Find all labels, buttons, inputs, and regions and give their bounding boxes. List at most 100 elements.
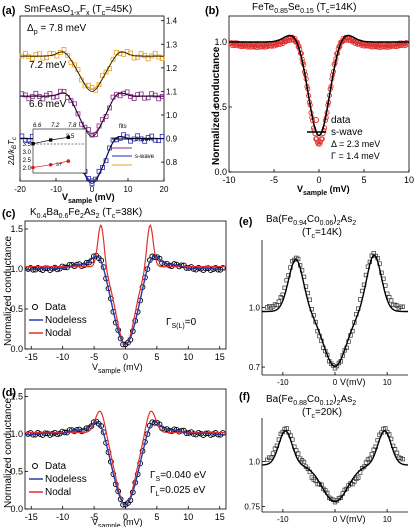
panel-c-xtick-label: 5 bbox=[154, 352, 159, 362]
panel-a-point-0 bbox=[110, 56, 116, 62]
panel-b-label: (b) bbox=[205, 5, 219, 17]
panel-a-point-1 bbox=[89, 132, 95, 138]
panel-a-point-0 bbox=[22, 50, 28, 56]
panel-f-ytick-label: 1.0 bbox=[249, 457, 261, 466]
panel-f-data-point bbox=[394, 450, 400, 456]
panel-a-point-0 bbox=[54, 53, 60, 59]
panel-c-nodeless-fit bbox=[25, 255, 226, 345]
panel-b-s-wave-fit bbox=[229, 34, 409, 137]
panel-d-fit-gamma-l: ΓL=0.025 eV bbox=[150, 485, 206, 498]
panel-e: (e) Ba(Fe0.94Co0.06)2As2 (Tc=14K) 0.7 1.0… bbox=[239, 214, 408, 387]
panel-a-point-0 bbox=[103, 69, 109, 75]
panel-f-fit bbox=[262, 430, 408, 503]
panel-a-inset-tick-6-6: 6.6 bbox=[33, 123, 42, 129]
panel-b-legend-marker-data bbox=[313, 117, 319, 123]
panel-e-fit bbox=[262, 254, 408, 368]
panel-d-x-ticks: -15 -10 -5 0 5 10 15 bbox=[25, 506, 225, 522]
panel-a-point-1 bbox=[75, 111, 81, 117]
panel-d-ylabel: Normalized conductance bbox=[3, 398, 14, 508]
panel-f-data-point bbox=[270, 451, 276, 456]
panel-f-plot-area bbox=[262, 426, 408, 505]
panel-a-annotation-gap-6-6: 6.6 meV bbox=[29, 99, 67, 110]
panel-a-inset: 6.6 7.2 7.8 3.5 3.0 2.5 2.0 2Δ/kBTc 3.5 … bbox=[7, 123, 87, 174]
panel-d-data-point bbox=[83, 425, 90, 432]
panel-a-inset-black-point bbox=[48, 138, 53, 142]
panel-b: (b) FeTe0.85Se0.15 (Tc=14K) -10 -5 0 5 10 0.… bbox=[205, 2, 414, 197]
panel-a-inset-ytick-3-0: 3.0 bbox=[23, 150, 32, 156]
panel-d-xtick-label: -5 bbox=[90, 512, 98, 522]
panel-e-data-point bbox=[276, 299, 281, 304]
panel-a-legend-d-wave: d-wave bbox=[135, 137, 155, 143]
panel-d-data-point bbox=[78, 428, 85, 435]
panel-d-xtick-label: 10 bbox=[183, 512, 193, 522]
panel-c: (c) K0.4Ba0.6Fe2As2 (Tc=38K) -15 -10 -5 0 5 1… bbox=[2, 207, 227, 375]
panel-b-ytick-label: 1.0 bbox=[214, 37, 227, 47]
panel-a-ytick-label: 1.0 bbox=[166, 111, 178, 120]
panel-a-point-2 bbox=[135, 133, 141, 139]
panel-a-inset-black-point bbox=[31, 141, 35, 146]
panel-e-xtick-label: -10 bbox=[277, 378, 289, 387]
panel-b-xtick-label: 5 bbox=[361, 175, 366, 185]
panel-a-inset-annotation-3-5: 3.5 bbox=[66, 134, 75, 140]
panel-f-data-point bbox=[301, 459, 307, 465]
panel-d-nodeless-fit bbox=[25, 421, 226, 506]
panel-d-ytick-label: 0.5 bbox=[10, 467, 23, 477]
panel-a-point-1 bbox=[33, 90, 39, 96]
panel-f-axes: 0.75 1.0 -10 0 10 bbox=[244, 418, 408, 524]
panel-b-fit-delta: Δ = 2.3 meV bbox=[331, 139, 380, 149]
panel-e-plot-area bbox=[262, 251, 408, 371]
panel-b-title: FeTe0.85Se0.15 (Tc=14K) bbox=[252, 2, 356, 15]
panel-e-xlabel: V(mV) bbox=[340, 377, 366, 387]
panel-a-point-1 bbox=[124, 89, 130, 95]
panel-d-ytick-label: 1.5 bbox=[10, 392, 23, 402]
panel-f-subtitle: (Tc=20K) bbox=[302, 407, 342, 420]
panel-c-legend-marker-data bbox=[32, 304, 38, 310]
panel-a-inset-annotation-s-plus: s+ bbox=[56, 162, 63, 168]
panel-b-data-point bbox=[317, 141, 323, 147]
panel-a-dwave-fit-1 bbox=[20, 92, 164, 137]
panel-e-label: (e) bbox=[239, 216, 253, 228]
panel-f-data-point bbox=[369, 451, 374, 457]
panel-a-legend-s-wave: s-wave bbox=[135, 154, 155, 160]
panel-b-ytick-label: 0.5 bbox=[214, 102, 227, 112]
panel-b-xtick-label: -5 bbox=[270, 175, 278, 185]
panel-f-data-point bbox=[338, 495, 343, 500]
panel-b-fit-gamma: Γ = 1.4 meV bbox=[331, 151, 380, 161]
panel-c-xtick-label: 0 bbox=[123, 352, 128, 362]
panel-a-label: (a) bbox=[2, 5, 16, 17]
panel-e-title: Ba(Fe0.94Co0.06)2As2 bbox=[266, 214, 356, 227]
panel-c-data-point bbox=[83, 259, 90, 266]
panel-b-legend-s-wave: s-wave bbox=[331, 127, 363, 138]
panel-a-ytick-label: 1.3 bbox=[166, 40, 178, 49]
panel-a-point-0 bbox=[152, 50, 158, 56]
panel-a-point-1 bbox=[117, 93, 123, 99]
panel-c-ytick-label: 0.0 bbox=[10, 344, 23, 354]
panel-d-xlabel: Vsample (mV) bbox=[92, 517, 143, 527]
panel-e-subtitle: (Tc=14K) bbox=[302, 227, 342, 240]
panel-b-data-point bbox=[314, 136, 320, 142]
panel-a-x-ticks: -20 -10 0 10 20 bbox=[14, 178, 169, 194]
panel-c-legend-nodal: Nodal bbox=[45, 328, 71, 339]
panel-a-annotation-gap-7-2: 7.2 meV bbox=[29, 60, 67, 71]
panel-a-inset-ytick-2-5: 2.5 bbox=[23, 158, 32, 164]
panel-d-legend-nodeless: Nodeless bbox=[45, 474, 87, 485]
panel-d-plot-area bbox=[25, 410, 226, 508]
panel-a-point-2 bbox=[142, 138, 148, 144]
panel-c-xtick-label: -15 bbox=[25, 352, 38, 362]
panel-e-ytick-label: 0.7 bbox=[249, 363, 261, 372]
panel-c-fit-gamma: ΓS(L)=0 bbox=[166, 317, 197, 330]
panel-a-ytick-label: 1.2 bbox=[166, 64, 178, 73]
panel-f-xtick-label: -10 bbox=[277, 515, 289, 524]
panel-b-legend-data: data bbox=[331, 115, 351, 126]
panel-c-ylabel: Normalized conductance bbox=[3, 236, 14, 346]
panel-c-data-point bbox=[166, 262, 173, 269]
panel-f-data-point bbox=[296, 451, 301, 456]
panel-b-frame bbox=[228, 15, 410, 173]
panel-a-inset-tick-7-2: 7.2 bbox=[51, 123, 60, 129]
panel-d: (d) -15 -10 -5 0 5 10 15 0.0 0.5 1.0 1.5 Normaliz… bbox=[2, 387, 227, 527]
panel-a-xtick-label: -10 bbox=[50, 185, 62, 194]
panel-a-inset-frame bbox=[32, 128, 87, 174]
panel-a-inset-ytick-2-0: 2.0 bbox=[23, 166, 32, 172]
panel-a-point-0 bbox=[61, 47, 67, 52]
